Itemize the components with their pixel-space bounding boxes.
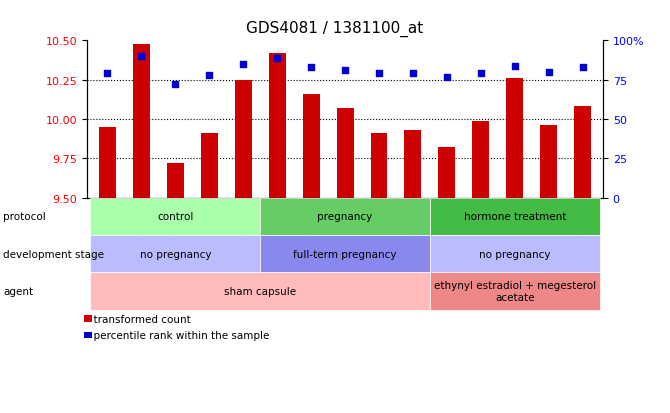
- Text: no pregnancy: no pregnancy: [479, 249, 551, 259]
- Point: [509, 63, 520, 70]
- Bar: [167, 164, 184, 198]
- Text: GDS4081 / 1381100_at: GDS4081 / 1381100_at: [247, 21, 423, 37]
- Text: hormone treatment: hormone treatment: [464, 212, 566, 222]
- Point: [204, 73, 214, 79]
- Point: [272, 55, 283, 62]
- Text: transformed count: transformed count: [87, 314, 191, 324]
- Text: protocol: protocol: [3, 212, 46, 222]
- Point: [578, 65, 588, 71]
- Text: pregnancy: pregnancy: [318, 212, 373, 222]
- Text: control: control: [157, 212, 194, 222]
- Bar: [507, 79, 523, 198]
- Bar: [540, 126, 557, 198]
- Bar: [574, 107, 591, 198]
- Bar: [201, 134, 218, 198]
- Point: [238, 62, 249, 68]
- Point: [170, 82, 181, 88]
- Bar: [438, 148, 456, 198]
- Bar: [303, 95, 320, 198]
- Point: [340, 68, 350, 74]
- Point: [476, 71, 486, 78]
- Text: ethynyl estradiol + megesterol
acetate: ethynyl estradiol + megesterol acetate: [433, 280, 596, 302]
- Bar: [234, 81, 252, 198]
- Point: [543, 69, 554, 76]
- Text: development stage: development stage: [3, 249, 105, 259]
- Point: [102, 71, 113, 78]
- Point: [136, 54, 147, 60]
- Text: full-term pregnancy: full-term pregnancy: [293, 249, 397, 259]
- Bar: [472, 121, 489, 198]
- Text: agent: agent: [3, 286, 34, 296]
- Point: [374, 71, 385, 78]
- Bar: [133, 45, 150, 198]
- Bar: [99, 128, 116, 198]
- Bar: [371, 134, 387, 198]
- Text: percentile rank within the sample: percentile rank within the sample: [87, 330, 269, 340]
- Text: sham capsule: sham capsule: [224, 286, 296, 296]
- Bar: [405, 131, 421, 198]
- Point: [306, 65, 316, 71]
- Point: [407, 71, 418, 78]
- Bar: [336, 109, 354, 198]
- Text: no pregnancy: no pregnancy: [139, 249, 211, 259]
- Point: [442, 74, 452, 81]
- Bar: [269, 54, 285, 198]
